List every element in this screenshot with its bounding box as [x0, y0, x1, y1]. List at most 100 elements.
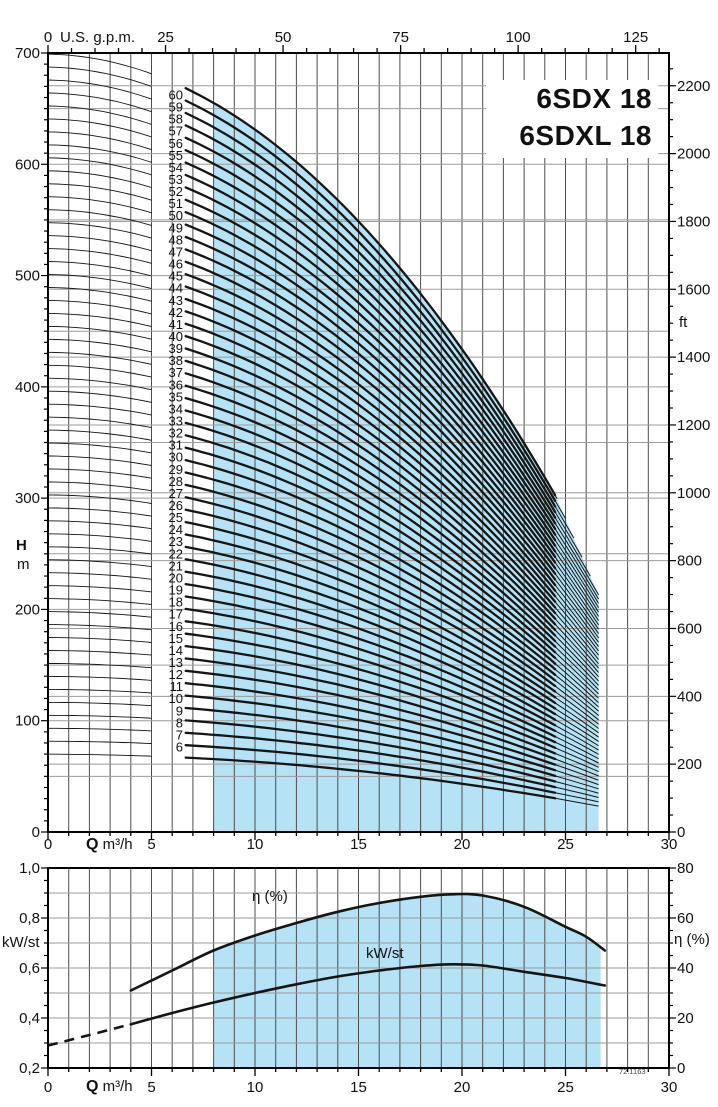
head-curve-stage-44	[184, 285, 557, 587]
head-curve-stage-22	[184, 558, 557, 710]
stage-label-12: 12	[169, 667, 183, 682]
stage-label-51: 51	[169, 196, 183, 211]
head-curve-left-58	[47, 79, 152, 100]
head-curve-left-36	[47, 364, 152, 378]
stage-label-45: 45	[169, 269, 183, 284]
stage-label-43: 43	[169, 293, 183, 308]
head-curve-left-15	[47, 637, 152, 643]
stage-label-24: 24	[169, 522, 183, 537]
ft-tick-label: 200	[677, 756, 702, 773]
stage-label-27: 27	[169, 486, 183, 501]
q-axis-label-bottom-chart: Q m³/h	[86, 1078, 133, 1096]
kw-tick-label: 0,4	[19, 1010, 40, 1027]
stage-label-46: 46	[169, 257, 183, 272]
stage-label-33: 33	[169, 414, 183, 429]
head-curve-left-22	[47, 546, 152, 555]
head-curve-extension-11	[554, 769, 599, 786]
head-curve-left-44	[47, 261, 152, 277]
stage-label-36: 36	[169, 377, 183, 392]
head-curve-left-13	[48, 663, 152, 669]
head-curve-left-30	[47, 442, 152, 454]
head-curve-extension-39	[554, 612, 599, 665]
head-curve-left-43	[47, 274, 152, 290]
eta-tick-label: 40	[677, 960, 694, 977]
head-curve-left-46	[47, 235, 152, 252]
head-curve-stage-28	[184, 483, 557, 676]
head-curve-extension-54	[554, 528, 600, 600]
h-tick-label: 400	[15, 379, 40, 396]
stage-label-32: 32	[169, 426, 183, 441]
head-curve-left-14	[47, 650, 152, 656]
head-curve-stage-11	[184, 694, 557, 772]
head-curve-extension-40	[554, 607, 599, 660]
ft-tick-label: 1600	[677, 281, 710, 298]
head-curve-stage-34	[184, 409, 557, 643]
stage-label-15: 15	[169, 631, 183, 646]
head-curve-extension-34	[554, 640, 599, 686]
head-curve-extension-37	[554, 623, 599, 673]
eta-tick-label: 80	[677, 860, 694, 877]
head-curve-extension-57	[554, 511, 583, 558]
head-curve-stage-12	[184, 682, 557, 766]
head-curve-extension-32	[554, 651, 599, 695]
head-curve-stage-36	[184, 384, 557, 632]
q-tick-label-bottom: 0	[44, 1079, 52, 1096]
stage-label-19: 19	[169, 583, 183, 598]
stage-label-25: 25	[169, 510, 183, 525]
q-tick-label-bottom: 20	[454, 1079, 471, 1096]
head-curve-left-35	[47, 377, 152, 391]
head-curve-left-10	[48, 701, 152, 707]
q-tick-label-top: 10	[247, 836, 264, 853]
ft-tick-label: 2000	[677, 146, 710, 163]
head-curve-left-9	[47, 714, 152, 719]
head-curve-stage-35	[184, 396, 557, 637]
pump-model-line1: 6SDX 18	[536, 83, 652, 114]
head-curve-left-19	[48, 585, 152, 593]
head-curve-extension-27	[554, 680, 599, 716]
head-curve-stage-16	[184, 632, 557, 744]
head-curve-extension-49	[554, 556, 600, 621]
head-curve-left-59	[47, 66, 152, 87]
head-curve-left-23	[47, 533, 152, 542]
head-curve-extension-13	[554, 758, 599, 777]
head-curve-stage-25	[184, 520, 557, 693]
head-curve-extension-38	[554, 618, 599, 669]
head-curve-left-47	[47, 222, 152, 239]
head-curve-extension-9	[554, 781, 599, 794]
stage-label-57: 57	[169, 124, 183, 139]
head-curve-left-31	[47, 429, 152, 441]
head-curve-extension-45	[554, 579, 600, 639]
head-curve-left-11	[48, 688, 152, 694]
gpm-tick-label: 0	[44, 29, 52, 46]
head-curve-stage-43	[184, 297, 557, 592]
q-tick-label-top: 20	[454, 836, 471, 853]
kw-axis-unit-label: kW/st	[2, 934, 40, 951]
h-axis-unit-label: m	[17, 556, 30, 573]
q-tick-label-bottom: 30	[661, 1079, 678, 1096]
head-curve-stage-37	[184, 372, 557, 626]
head-curve-left-24	[47, 520, 152, 530]
head-curve-stage-40	[184, 334, 557, 609]
head-curve-extension-21	[554, 713, 599, 742]
gpm-tick-label: 50	[275, 29, 292, 46]
gpm-tick-label: 100	[506, 29, 531, 46]
head-curve-stage-19	[184, 595, 557, 727]
head-curve-stage-50	[184, 211, 557, 553]
head-curve-stage-48	[184, 235, 557, 564]
stage-label-8: 8	[176, 715, 183, 730]
q-tick-label-bottom: 5	[147, 1079, 155, 1096]
head-curve-stage-24	[184, 533, 557, 699]
stage-label-37: 37	[169, 365, 183, 380]
head-curve-extension-20	[554, 719, 599, 747]
head-curve-extension-35	[554, 635, 599, 682]
head-curve-left-12	[47, 675, 152, 681]
head-curve-stage-20	[184, 582, 557, 721]
head-curve-stage-15	[184, 644, 557, 749]
stage-label-47: 47	[169, 244, 183, 259]
head-curve-left-17	[47, 611, 152, 618]
kw-tick-label: 1,0	[19, 860, 40, 877]
head-curve-extension-19	[554, 724, 599, 751]
head-curve-stage-18	[184, 607, 557, 733]
head-curve-extension-58	[554, 506, 575, 539]
head-curve-stage-17	[184, 620, 557, 738]
